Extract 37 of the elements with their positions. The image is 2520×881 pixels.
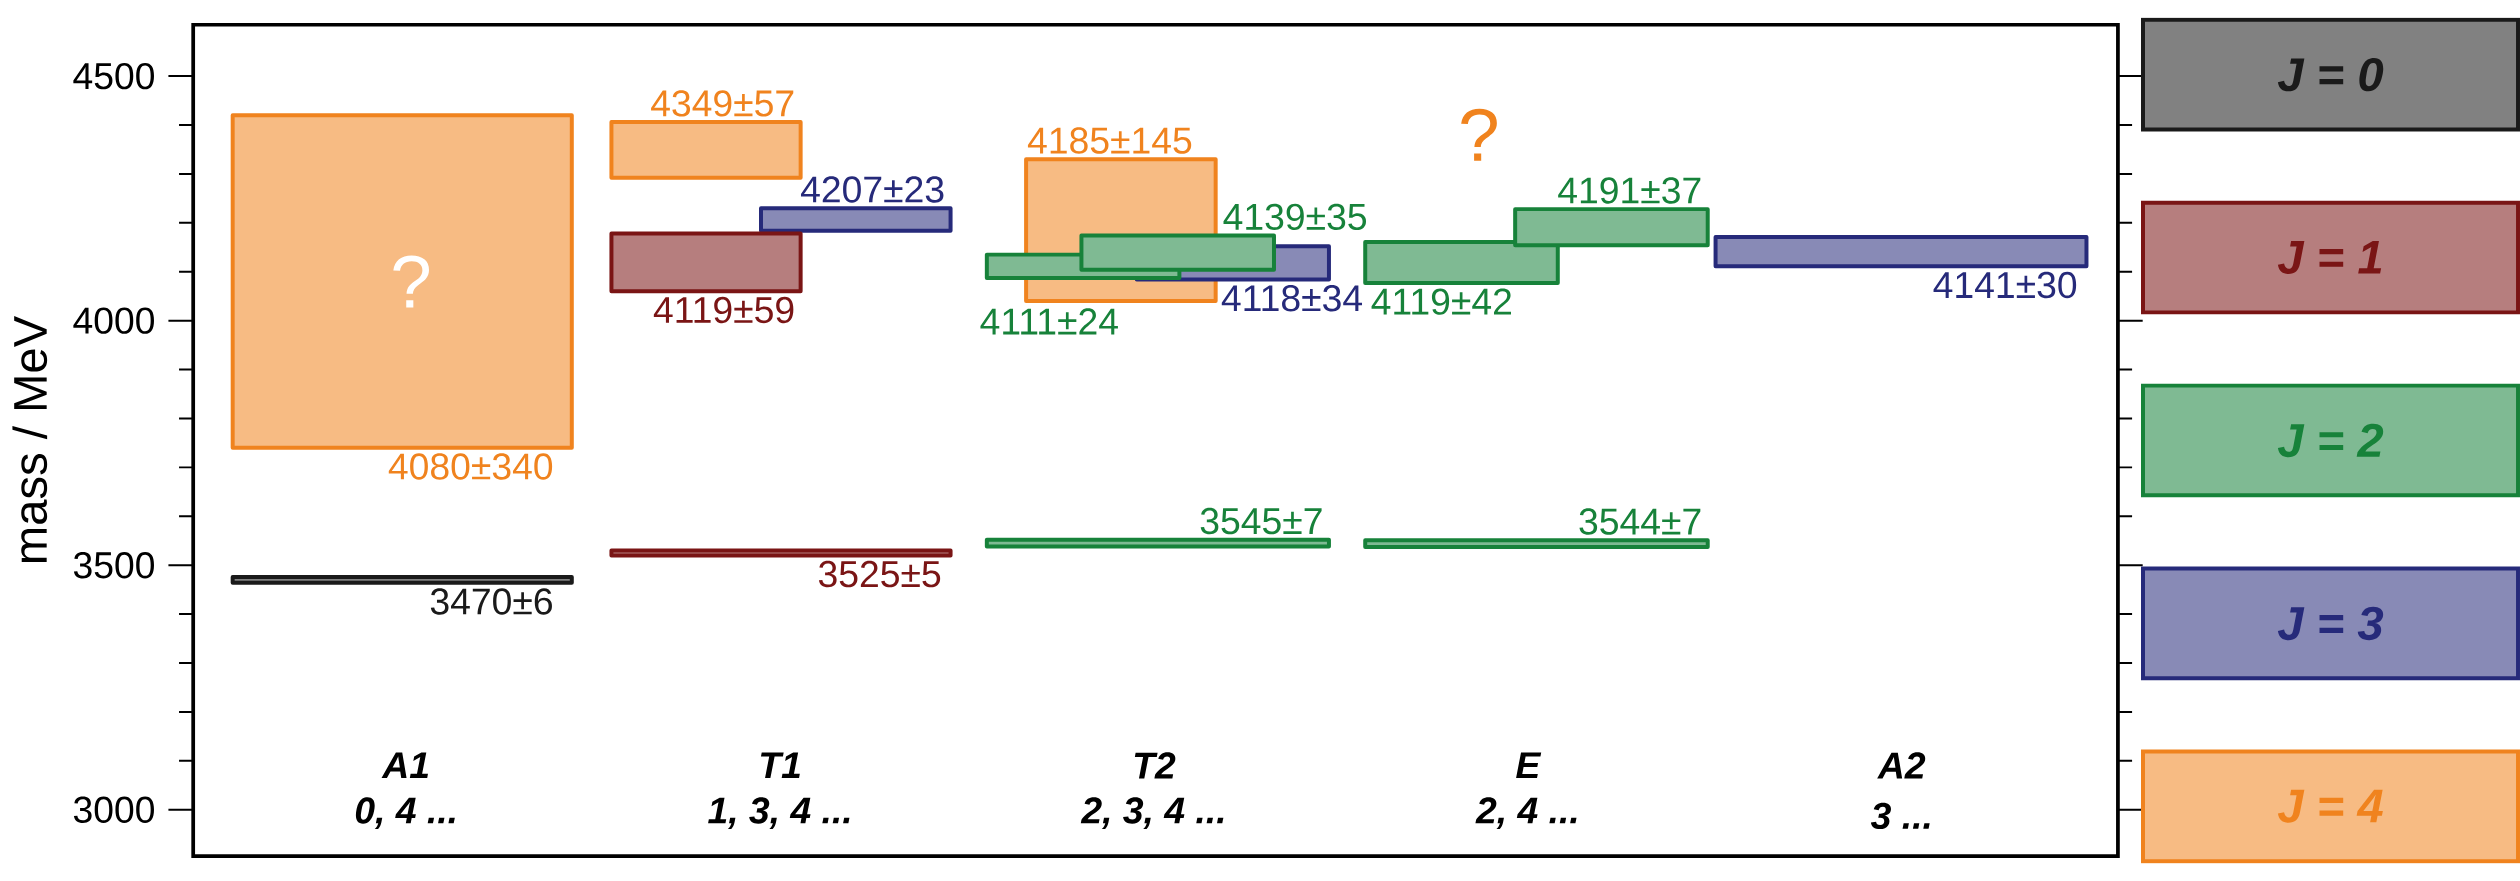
text: J = 4 bbox=[2277, 789, 2383, 823]
annotation: 4119±59 bbox=[653, 296, 794, 324]
annotation: 3545±7 bbox=[1200, 507, 1322, 535]
text: J = 3 bbox=[2277, 606, 2384, 641]
y-tick-label: 4000 bbox=[73, 307, 154, 334]
y-axis-title: mass / MeV bbox=[12, 316, 48, 563]
x-tick-label: T1 bbox=[760, 752, 800, 779]
annotation: ? bbox=[1461, 108, 1497, 161]
annotation: 1, 3, 4 ... bbox=[708, 797, 850, 830]
annotation: 3 ... bbox=[1870, 802, 1930, 830]
text: J = 2 bbox=[2277, 423, 2384, 458]
text: J = 1 bbox=[2277, 241, 2382, 275]
annotation: 3470±6 bbox=[430, 588, 552, 615]
x-tick-label: T2 bbox=[1134, 752, 1176, 779]
x-tick-label: A1 bbox=[381, 752, 428, 779]
annotation: 4349±57 bbox=[651, 90, 794, 117]
annotation: 4139±35 bbox=[1223, 203, 1367, 231]
x-tick-label: A2 bbox=[1877, 752, 1926, 779]
y-tick-label: 4500 bbox=[73, 62, 154, 90]
annotation: 4111±24 bbox=[980, 308, 1118, 335]
annotation: 3525±5 bbox=[818, 560, 941, 588]
annotation: 2, 4 ... bbox=[1475, 797, 1577, 830]
x-tick-label: E bbox=[1516, 752, 1542, 779]
annotation: 4185±145 bbox=[1027, 127, 1192, 154]
annotation: 4118±34 bbox=[1221, 285, 1363, 312]
annotation: 4080±340 bbox=[388, 453, 553, 480]
y-tick-label: 3000 bbox=[73, 796, 154, 823]
annotation: ? bbox=[393, 255, 430, 308]
annotation: 4141±30 bbox=[1933, 271, 2077, 299]
annotation: 3544±7 bbox=[1579, 508, 1701, 535]
text: J = 0 bbox=[2277, 57, 2384, 92]
annotation: 4119±42 bbox=[1371, 288, 1511, 315]
annotation: 4207±23 bbox=[800, 176, 944, 203]
annotation: 4191±37 bbox=[1558, 177, 1701, 204]
y-tick-label: 3500 bbox=[73, 551, 154, 579]
annotation: 0, 4 ... bbox=[355, 797, 455, 830]
annotation: 2, 3, 4 ... bbox=[1080, 797, 1224, 830]
